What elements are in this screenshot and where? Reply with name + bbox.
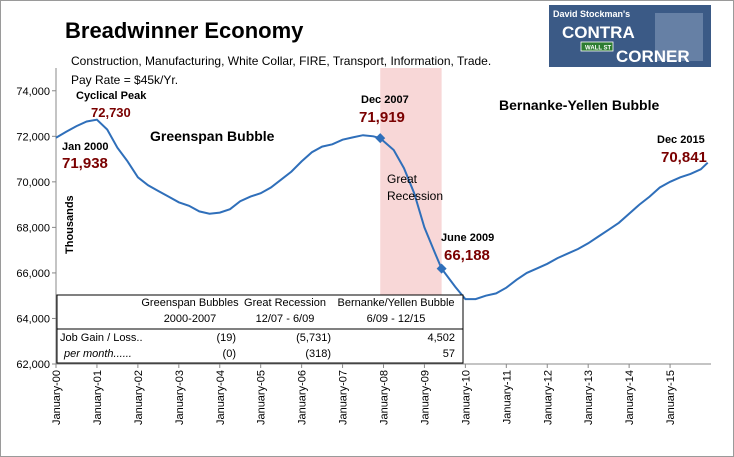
x-tick-label: January-08: [379, 370, 391, 425]
table-row-2-value-2: (318): [305, 348, 331, 360]
x-tick-label: January-03: [174, 370, 186, 425]
x-tick-label: January-05: [256, 370, 268, 425]
annotation-peak-value: 72,730: [91, 105, 131, 120]
table-row-1-value-1: (19): [216, 332, 236, 344]
y-axis-label: Thousands: [64, 195, 76, 254]
annotation-june2009-value: 66,188: [444, 247, 490, 264]
great-recession-label-line1: Great: [387, 172, 418, 186]
contra-corner-logo: David Stockman's CONTRA WALL ST CORNER: [549, 5, 711, 67]
annotation-peak-label: Cyclical Peak: [76, 90, 147, 102]
annotation-jan2000-label: Jan 2000: [62, 141, 108, 153]
x-tick-label: January-00: [51, 370, 63, 425]
logo-line2: CONTRA: [562, 23, 635, 42]
logo-capitol-icon: [655, 13, 703, 61]
table-row-2-value-1: (0): [223, 348, 236, 360]
x-ticks: January-00 January-01 January-02 January-03…: [51, 364, 677, 425]
x-tick-label: January-11: [501, 370, 513, 424]
greenspan-bubble-label: Greenspan Bubble: [150, 128, 275, 144]
table-row-2-value-3: 57: [443, 348, 455, 360]
y-tick-label: 62,000: [16, 359, 50, 371]
y-tick-label: 70,000: [16, 177, 50, 189]
table-header-3-line1: Bernanke/Yellen Bubble: [337, 297, 454, 309]
diamond-marker: [375, 133, 386, 144]
table-row-1-value-3: 4,502: [427, 332, 455, 344]
x-tick-label: January-02: [133, 370, 145, 425]
y-tick-label: 72,000: [16, 131, 50, 143]
x-tick-label: January-14: [624, 370, 636, 425]
table-header-1-line1: Greenspan Bubbles: [141, 297, 239, 309]
chart-title: Breadwinner Economy: [65, 18, 304, 43]
y-tick-label: 66,000: [16, 268, 50, 280]
street-sign-icon: [580, 41, 614, 52]
y-tick-label: 74,000: [16, 86, 50, 98]
y-tick-label: 68,000: [16, 222, 50, 234]
table-row-2-label: per month......: [63, 348, 132, 360]
y-ticks: 62,000 64,000 66,000 68,000 70,000 72,000 74,0…: [16, 86, 56, 371]
y-tick-label: 64,000: [16, 313, 50, 325]
x-tick-label: January-01: [92, 370, 104, 425]
table-header-1-line2: 2000-2007: [164, 313, 217, 325]
table-row-1-label: Job Gain / Loss..: [60, 332, 143, 344]
table-header-3-line2: 6/09 - 12/15: [367, 313, 426, 325]
logo-line3: CORNER: [616, 47, 690, 66]
table-header-2-line1: Great Recession: [244, 297, 326, 309]
street-sign-text: WALL ST: [585, 46, 612, 52]
bernanke-yellen-bubble-label: Bernanke-Yellen Bubble: [499, 97, 659, 113]
annotation-dec2015-value: 70,841: [661, 149, 707, 166]
annotation-dec2007-label: Dec 2007: [361, 94, 409, 106]
markers: [375, 133, 447, 274]
summary-table: Greenspan Bubbles 2000-2007 Great Recess…: [56, 294, 464, 364]
table-row-1-value-2: (5,731): [296, 332, 331, 344]
x-tick-label: January-06: [297, 370, 309, 425]
table-header-2-line2: 12/07 - 6/09: [256, 313, 315, 325]
x-tick-label: January-10: [460, 370, 472, 425]
annotation-jan2000-value: 71,938: [62, 155, 108, 172]
x-tick-label: January-12: [542, 370, 554, 425]
annotation-june2009-label: June 2009: [441, 232, 494, 244]
annotation-dec2007-value: 71,919: [359, 109, 405, 126]
annotation-dec2015-label: Dec 2015: [657, 134, 705, 146]
x-tick-label: January-04: [215, 370, 227, 425]
x-tick-label: January-09: [419, 370, 431, 425]
x-tick-label: January-13: [583, 370, 595, 425]
x-tick-label: January-15: [665, 370, 677, 425]
diamond-marker: [436, 263, 447, 274]
logo-line1: David Stockman's: [553, 9, 630, 19]
great-recession-label-line2: Recession: [387, 189, 443, 203]
chart-subtitle: Construction, Manufacturing, White Colla…: [71, 54, 491, 68]
x-tick-label: January-07: [338, 370, 350, 425]
pay-rate-note: Pay Rate = $45k/Yr.: [71, 73, 178, 87]
